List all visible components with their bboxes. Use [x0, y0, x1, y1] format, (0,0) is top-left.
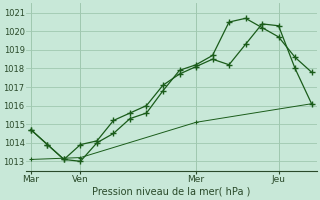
X-axis label: Pression niveau de la mer( hPa ): Pression niveau de la mer( hPa )	[92, 187, 251, 197]
